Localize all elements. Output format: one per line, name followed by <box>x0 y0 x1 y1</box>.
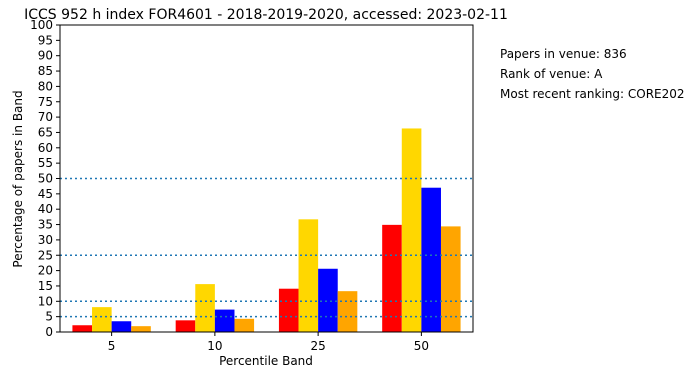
y-tick-label: 45 <box>38 187 53 201</box>
y-tick-label: 40 <box>38 202 53 216</box>
venue-info: Papers in venue: 836 Rank of venue: A Mo… <box>500 44 684 104</box>
chart-title: ICCS 952 h index FOR4601 - 2018-2019-202… <box>24 7 508 23</box>
y-tick-label: 50 <box>38 172 53 186</box>
bar-s3-5 <box>111 321 132 332</box>
bar-s1-5 <box>72 325 93 332</box>
bar-s3-10 <box>214 309 235 332</box>
y-tick-label: 100 <box>30 18 53 32</box>
bar-s4-25 <box>337 291 358 332</box>
y-tick-label: 70 <box>38 110 53 124</box>
x-tick-label: 50 <box>414 339 429 353</box>
y-tick-label: 55 <box>38 156 53 170</box>
rank-of-venue: Rank of venue: A <box>500 67 603 81</box>
x-axis-label: Percentile Band <box>219 354 313 367</box>
y-axis-label: Percentage of papers in Band <box>11 90 25 267</box>
plot-area: 0510152025303540455055606570758085909510… <box>30 18 474 353</box>
y-tick-label: 5 <box>45 310 53 324</box>
y-tick-label: 30 <box>38 233 53 247</box>
bar-s2-50 <box>401 128 422 332</box>
y-tick-label: 10 <box>38 294 53 308</box>
bar-s4-10 <box>234 318 255 332</box>
most-recent-ranking: Most recent ranking: CORE2021 <box>500 87 684 101</box>
bar-s4-5 <box>131 326 151 332</box>
bar-s4-50 <box>440 226 461 332</box>
y-tick-label: 90 <box>38 49 53 63</box>
x-tick-label: 10 <box>207 339 222 353</box>
y-tick-label: 75 <box>38 95 53 109</box>
bar-s1-50 <box>382 224 402 332</box>
bar-s1-10 <box>175 320 196 332</box>
y-tick-label: 80 <box>38 79 53 93</box>
bar-s2-10 <box>195 284 215 332</box>
y-tick-label: 85 <box>38 64 53 78</box>
bar-s3-50 <box>421 187 441 332</box>
bar-s3-25 <box>318 268 338 332</box>
y-tick-label: 95 <box>38 33 53 47</box>
x-tick-label: 25 <box>310 339 325 353</box>
y-tick-label: 25 <box>38 248 53 262</box>
y-tick-label: 15 <box>38 279 53 293</box>
y-tick-label: 20 <box>38 264 53 278</box>
x-tick-label: 5 <box>108 339 116 353</box>
y-tick-label: 65 <box>38 125 53 139</box>
papers-in-venue: Papers in venue: 836 <box>500 47 627 61</box>
bar-s2-5 <box>92 307 112 332</box>
y-tick-label: 35 <box>38 218 53 232</box>
y-tick-label: 0 <box>45 325 53 339</box>
bar-s1-25 <box>278 288 299 332</box>
bar-s2-25 <box>298 219 319 332</box>
y-tick-label: 60 <box>38 141 53 155</box>
